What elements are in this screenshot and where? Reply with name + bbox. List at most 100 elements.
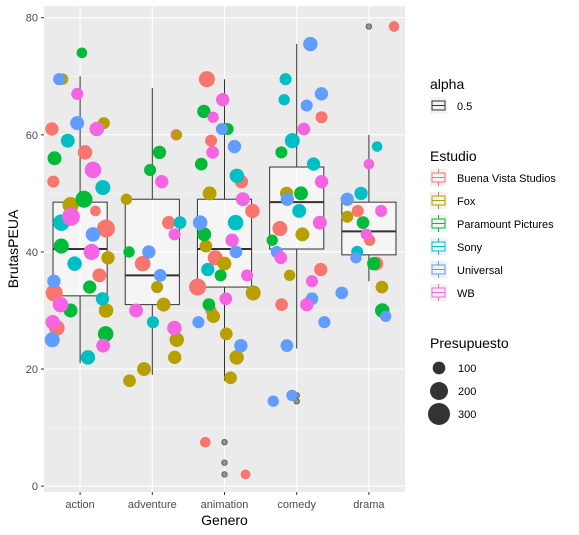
legend-color-label: Sony bbox=[457, 242, 483, 254]
data-point bbox=[67, 256, 82, 271]
data-point bbox=[371, 141, 383, 152]
data-point bbox=[375, 204, 388, 217]
data-point bbox=[156, 297, 171, 312]
legend-color-title: Estudio bbox=[430, 148, 477, 164]
points bbox=[44, 21, 400, 480]
outlier-point bbox=[365, 23, 373, 30]
data-point bbox=[241, 269, 254, 282]
data-point bbox=[315, 111, 328, 124]
data-point bbox=[168, 228, 181, 241]
data-point bbox=[318, 316, 331, 329]
data-point bbox=[71, 87, 84, 100]
data-point bbox=[274, 251, 288, 265]
legend-color-item: Sony bbox=[430, 238, 483, 255]
data-point bbox=[280, 339, 294, 352]
data-point bbox=[62, 207, 80, 226]
y-axis-title: BrutasPEUA bbox=[5, 209, 21, 288]
data-point bbox=[123, 374, 136, 388]
data-point bbox=[92, 268, 107, 283]
data-point bbox=[216, 93, 230, 107]
data-point bbox=[215, 122, 228, 135]
data-point bbox=[225, 233, 239, 247]
data-point bbox=[44, 332, 60, 348]
legend-size-item: 100 bbox=[432, 361, 476, 375]
data-point bbox=[267, 395, 279, 407]
data-point bbox=[167, 320, 182, 336]
data-point bbox=[189, 278, 207, 296]
data-point bbox=[134, 255, 151, 272]
legend-size-dot bbox=[428, 403, 450, 425]
legend-color-item: WB bbox=[430, 284, 475, 301]
data-point bbox=[205, 134, 218, 147]
data-point bbox=[312, 215, 327, 230]
x-tick-label: adventure bbox=[128, 499, 177, 511]
data-point bbox=[52, 296, 69, 313]
series-wb bbox=[45, 87, 388, 353]
y-tick-label: 0 bbox=[32, 481, 38, 493]
data-point bbox=[60, 133, 75, 148]
data-point bbox=[219, 292, 233, 306]
x-tick-label: comedy bbox=[277, 499, 316, 511]
data-point bbox=[85, 227, 101, 242]
x-tick-label: animation bbox=[201, 499, 249, 511]
data-point bbox=[75, 190, 93, 208]
data-point bbox=[197, 227, 212, 242]
data-point bbox=[47, 274, 61, 288]
legend-color-item: Fox bbox=[430, 192, 476, 209]
data-point bbox=[172, 129, 183, 140]
data-point bbox=[363, 158, 375, 170]
data-point bbox=[76, 47, 88, 59]
data-point bbox=[153, 268, 167, 282]
data-point bbox=[202, 186, 217, 201]
data-point bbox=[219, 327, 233, 341]
data-point bbox=[284, 133, 300, 149]
box bbox=[341, 201, 397, 256]
data-point bbox=[278, 94, 290, 106]
data-point bbox=[137, 362, 151, 376]
data-point bbox=[227, 214, 244, 231]
legend-size-label: 100 bbox=[458, 363, 476, 375]
legend-size-dot bbox=[432, 361, 446, 375]
data-point bbox=[95, 180, 111, 196]
series-universal bbox=[44, 36, 392, 407]
data-point bbox=[168, 350, 182, 364]
data-point bbox=[80, 350, 96, 365]
data-point bbox=[70, 116, 85, 131]
legend-size-dot bbox=[430, 382, 448, 400]
y-ticks: 0 20 40 60 80 bbox=[26, 13, 44, 493]
data-point bbox=[199, 436, 211, 448]
data-point bbox=[280, 192, 294, 206]
legend-size-item: 300 bbox=[428, 403, 476, 425]
legend-alpha-key bbox=[430, 97, 447, 114]
data-point bbox=[96, 219, 115, 238]
data-point bbox=[155, 175, 169, 189]
data-point bbox=[97, 326, 114, 342]
data-point bbox=[297, 122, 311, 136]
data-point bbox=[47, 175, 60, 188]
data-point bbox=[272, 220, 288, 237]
data-point bbox=[53, 238, 69, 254]
data-point bbox=[47, 151, 62, 166]
data-point bbox=[292, 203, 307, 218]
data-point bbox=[300, 99, 313, 112]
data-point bbox=[98, 303, 114, 318]
data-point bbox=[206, 146, 220, 159]
data-point bbox=[380, 310, 392, 323]
y-tick-label: 80 bbox=[26, 13, 38, 25]
data-point bbox=[144, 163, 157, 176]
legend-size-items: 100 200 300 bbox=[428, 361, 476, 425]
data-point bbox=[306, 157, 321, 171]
data-point bbox=[202, 298, 216, 311]
data-point bbox=[169, 332, 184, 348]
data-point bbox=[314, 262, 328, 277]
data-point bbox=[45, 314, 60, 330]
data-point bbox=[227, 139, 242, 154]
y-tick-label: 20 bbox=[26, 364, 38, 376]
y-tick-label: 60 bbox=[26, 130, 38, 142]
data-point bbox=[341, 210, 354, 223]
data-point bbox=[194, 157, 208, 171]
series-buena-vista-studios bbox=[45, 21, 400, 480]
data-point bbox=[217, 256, 232, 271]
x-tick-label: action bbox=[65, 499, 94, 511]
